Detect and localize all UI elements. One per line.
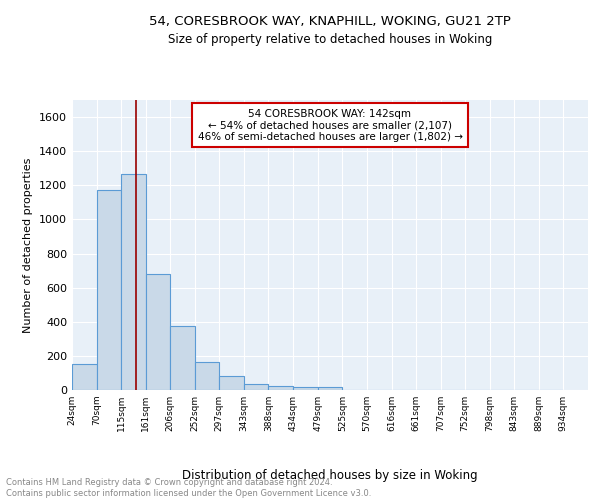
Bar: [220, 376, 244, 390]
Bar: [121, 174, 146, 390]
Bar: [195, 362, 220, 390]
Text: Size of property relative to detached houses in Woking: Size of property relative to detached ho…: [168, 32, 492, 46]
Y-axis label: Number of detached properties: Number of detached properties: [23, 158, 34, 332]
Bar: [146, 274, 170, 390]
Bar: [244, 384, 268, 390]
Bar: [268, 386, 293, 390]
Text: 54, CORESBROOK WAY, KNAPHILL, WOKING, GU21 2TP: 54, CORESBROOK WAY, KNAPHILL, WOKING, GU…: [149, 15, 511, 28]
Bar: [293, 386, 317, 390]
Text: Contains HM Land Registry data © Crown copyright and database right 2024.
Contai: Contains HM Land Registry data © Crown c…: [6, 478, 371, 498]
Bar: [317, 388, 343, 390]
Bar: [97, 190, 121, 390]
Text: Distribution of detached houses by size in Woking: Distribution of detached houses by size …: [182, 470, 478, 482]
Bar: [170, 326, 195, 390]
Bar: [72, 364, 97, 390]
Text: 54 CORESBROOK WAY: 142sqm
← 54% of detached houses are smaller (2,107)
46% of se: 54 CORESBROOK WAY: 142sqm ← 54% of detac…: [197, 108, 463, 142]
